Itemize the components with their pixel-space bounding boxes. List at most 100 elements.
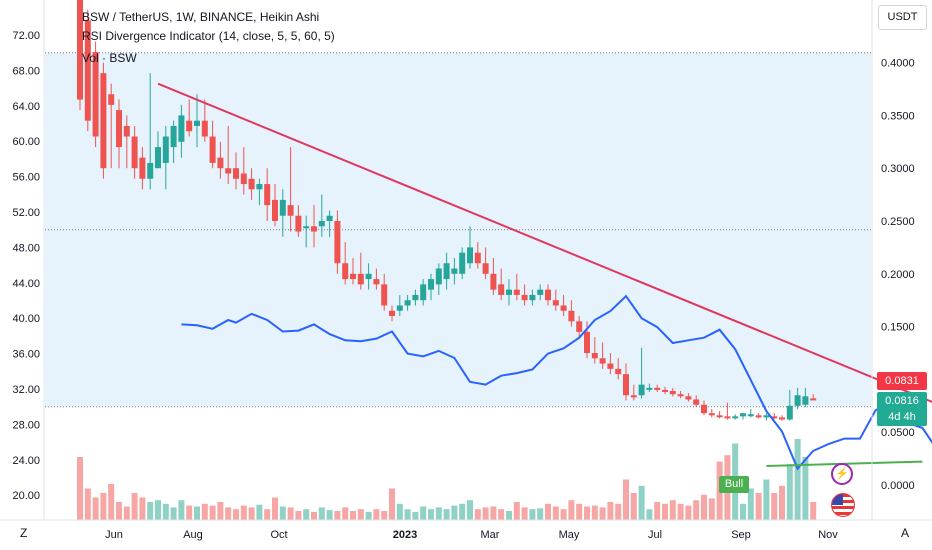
candle-body xyxy=(92,52,99,137)
candle-body xyxy=(498,284,505,295)
volume-bar xyxy=(779,485,785,520)
rsi-tick-label: 24.00 xyxy=(12,455,40,467)
candle-body xyxy=(373,279,380,285)
candle-body xyxy=(677,394,684,397)
volume-bar xyxy=(623,479,629,520)
volume-bar xyxy=(443,509,450,520)
candle-body xyxy=(217,157,224,169)
timezone-toggle[interactable]: Z xyxy=(20,526,28,540)
volume-bar xyxy=(763,479,770,520)
price-tick-label: 0.0000 xyxy=(881,480,915,492)
candle-body xyxy=(591,353,598,359)
volume-bar xyxy=(84,488,91,520)
volume-bar xyxy=(108,484,115,520)
candle-body xyxy=(350,273,356,280)
volume-bar xyxy=(560,509,567,520)
candle-body xyxy=(685,396,692,400)
candle-body xyxy=(147,162,154,179)
candle-body xyxy=(646,387,653,390)
candle-body xyxy=(662,389,668,392)
volume-bar xyxy=(396,503,403,520)
currency-button[interactable]: USDT xyxy=(878,5,927,30)
volume-bar xyxy=(147,502,154,520)
volume-bar xyxy=(435,507,442,520)
volume-bar xyxy=(662,503,668,520)
candle-body xyxy=(693,399,700,405)
volume-bar xyxy=(350,511,356,520)
volume-bar xyxy=(272,497,278,520)
candle-body xyxy=(779,417,785,420)
volume-bar xyxy=(685,505,692,520)
candle-body xyxy=(810,398,817,401)
rsi-tick-label: 40.00 xyxy=(12,313,40,325)
candle-body xyxy=(240,173,247,185)
volume-bar xyxy=(529,509,536,520)
price-tag-current: 0.0816 4d 4h xyxy=(877,392,927,426)
candle-body xyxy=(474,252,481,264)
volume-bar xyxy=(334,511,341,520)
volume-bar xyxy=(264,509,271,520)
volume-bar xyxy=(365,511,372,520)
candle-body xyxy=(279,199,286,216)
price-tick-label: 0.2500 xyxy=(881,216,915,228)
candle-body xyxy=(459,252,466,274)
volume-bar xyxy=(669,500,676,520)
candle-body xyxy=(669,391,676,395)
candle-body xyxy=(638,384,645,396)
candle-body xyxy=(264,184,271,206)
rsi-tick-label: 36.00 xyxy=(12,349,40,361)
volume-bar xyxy=(498,509,505,520)
candle-body xyxy=(435,268,442,285)
time-tick-label: Sep xyxy=(731,529,751,541)
candle-body xyxy=(552,300,559,306)
volume-bar xyxy=(786,464,793,520)
volume-bar xyxy=(568,500,575,520)
price-tick-label: 0.1500 xyxy=(881,322,915,334)
candle-body xyxy=(77,0,83,100)
candle-body xyxy=(311,226,317,232)
candle-body xyxy=(381,284,388,306)
candle-body xyxy=(623,374,629,396)
candle-body xyxy=(545,289,551,301)
candle-body xyxy=(287,205,294,216)
candle-body xyxy=(802,396,809,405)
volume-bar xyxy=(240,505,247,520)
volume-bar xyxy=(428,509,434,520)
candle-body xyxy=(568,310,575,322)
candle-body xyxy=(108,94,115,105)
volume-bar xyxy=(607,502,614,520)
rsi-tick-label: 52.00 xyxy=(12,207,40,219)
volume-bar xyxy=(162,503,169,520)
volume-bar xyxy=(123,506,130,520)
auto-scale-toggle[interactable]: A xyxy=(901,526,910,540)
candle-body xyxy=(178,115,185,142)
volume-bar xyxy=(116,502,122,520)
candle-body xyxy=(521,294,528,301)
volume-bar xyxy=(194,506,200,520)
candle-body xyxy=(428,279,434,290)
lightning-icon[interactable]: ⚡ xyxy=(831,463,853,485)
us-flag-icon[interactable] xyxy=(831,493,855,517)
time-tick-label: Oct xyxy=(270,529,287,541)
time-tick-label: Mar xyxy=(481,529,500,541)
volume-bar xyxy=(186,505,193,520)
candle-body xyxy=(272,199,278,221)
candle-body xyxy=(467,247,473,264)
volume-bar xyxy=(701,494,707,520)
time-tick-label: Aug xyxy=(183,529,203,541)
candle-body xyxy=(482,263,489,274)
candle-body xyxy=(365,273,372,280)
candle-body xyxy=(599,358,606,364)
volume-bar xyxy=(771,493,778,520)
rsi-indicator-legend[interactable]: RSI Divergence Indicator (14, close, 5, … xyxy=(82,29,335,43)
volume-bar xyxy=(311,511,317,520)
volume-bar xyxy=(584,506,590,520)
volume-bar xyxy=(740,503,746,520)
volume-bar xyxy=(209,505,216,520)
candle-body xyxy=(225,168,232,174)
volume-indicator-legend[interactable]: Vol · BSW xyxy=(82,51,137,65)
volume-bar xyxy=(794,439,801,520)
candle-body xyxy=(256,184,263,190)
candle-body xyxy=(584,331,590,353)
